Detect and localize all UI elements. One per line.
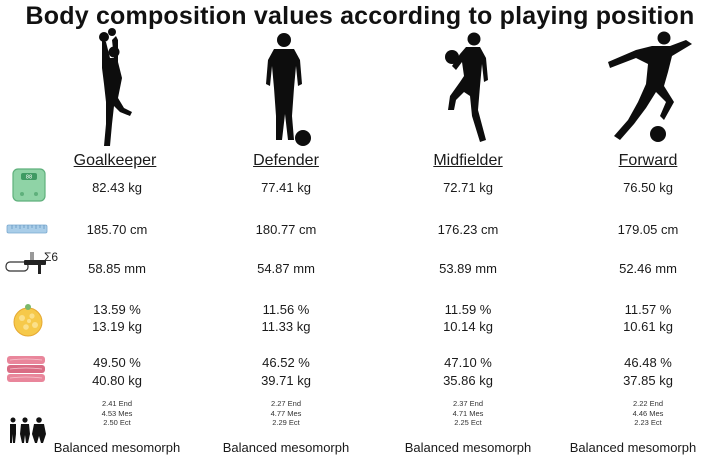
meso-value: 4.46 Mes (632, 408, 664, 418)
ecto-value: 2.29 Ect (272, 418, 300, 427)
meso-value: 4.77 Mes (270, 408, 302, 418)
somatotype-components: 2.37 End 4.71 Mes 2.25 Ect (393, 399, 543, 428)
somatotype-components: 2.22 End 4.46 Mes 2.23 Ect (573, 399, 720, 428)
somatotype-components: 2.27 End 4.77 Mes 2.29 Ect (211, 399, 361, 428)
endo-value: 2.22 End (632, 399, 664, 408)
muscle-percent-value: 46.48 % (624, 355, 672, 370)
muscle-percent-value: 46.52 % (262, 355, 310, 370)
ecto-value: 2.25 Ect (454, 418, 482, 427)
weight-value: 82.43 kg (92, 180, 142, 195)
skinfold-value: 52.46 mm (619, 261, 677, 276)
position-defender: Defender (253, 152, 319, 169)
midfielder-silhouette (445, 32, 488, 142)
muscle-percent-value: 49.50 % (93, 355, 141, 370)
weight-value: 76.50 kg (623, 180, 673, 195)
goalkeeper-silhouette (99, 28, 132, 146)
position-forward: Forward (618, 152, 678, 169)
meso-value: 4.71 Mes (452, 408, 484, 418)
somatotype-label: Balanced mesomorph (404, 440, 532, 455)
fat-kg-value: 10.14 kg (443, 319, 493, 334)
skinfold-sum-label: Σ6 (44, 250, 59, 264)
fat-kg-value: 11.33 kg (261, 319, 311, 334)
ecto-value: 2.23 Ect (634, 418, 662, 427)
forward-silhouette (608, 31, 692, 142)
somatotype-components: 2.41 End 4.53 Mes 2.50 Ect (42, 399, 192, 428)
somatotype-label: Balanced mesomorph (222, 440, 350, 455)
height-value: 185.70 cm (86, 222, 148, 237)
tape-measure-icon (6, 224, 48, 234)
muscle-mass-icon (7, 356, 45, 382)
weight-value: 72.71 kg (443, 180, 493, 195)
skinfold-value: 54.87 mm (257, 261, 315, 276)
skinfold-value: 58.85 mm (88, 261, 146, 276)
position-midfielder: Midfielder (433, 152, 503, 169)
height-value: 176.23 cm (437, 222, 499, 237)
fat-percent-value: 11.59 % (444, 302, 492, 317)
body-type-figures-icon (10, 417, 46, 443)
endo-value: 2.27 End (270, 399, 302, 408)
fat-percent-value: 11.56 % (262, 302, 310, 317)
page-title: Body composition values according to pla… (25, 2, 695, 30)
fat-mass-icon (13, 304, 43, 337)
weighing-scale-icon: 88 (12, 168, 46, 202)
muscle-kg-value: 35.86 kg (443, 373, 493, 388)
height-value: 179.05 cm (617, 222, 679, 237)
somatotype-label: Balanced mesomorph (53, 440, 181, 455)
skinfold-caliper-icon (5, 252, 46, 274)
muscle-kg-value: 39.71 kg (261, 373, 311, 388)
meso-value: 4.53 Mes (101, 408, 133, 418)
endo-value: 2.37 End (452, 399, 484, 408)
muscle-kg-value: 37.85 kg (623, 373, 673, 388)
fat-kg-value: 13.19 kg (92, 319, 142, 334)
muscle-kg-value: 40.80 kg (92, 373, 142, 388)
ecto-value: 2.50 Ect (103, 418, 131, 427)
skinfold-value: 53.89 mm (439, 261, 497, 276)
position-goalkeeper: Goalkeeper (73, 152, 157, 169)
defender-silhouette (266, 33, 311, 146)
fat-kg-value: 10.61 kg (623, 319, 673, 334)
somatotype-label: Balanced mesomorph (569, 440, 697, 455)
svg-text:88: 88 (26, 175, 32, 181)
fat-percent-value: 13.59 % (93, 302, 141, 317)
muscle-percent-value: 47.10 % (444, 355, 492, 370)
fat-percent-value: 11.57 % (624, 302, 672, 317)
endo-value: 2.41 End (101, 399, 133, 408)
height-value: 180.77 cm (255, 222, 317, 237)
weight-value: 77.41 kg (261, 180, 311, 195)
